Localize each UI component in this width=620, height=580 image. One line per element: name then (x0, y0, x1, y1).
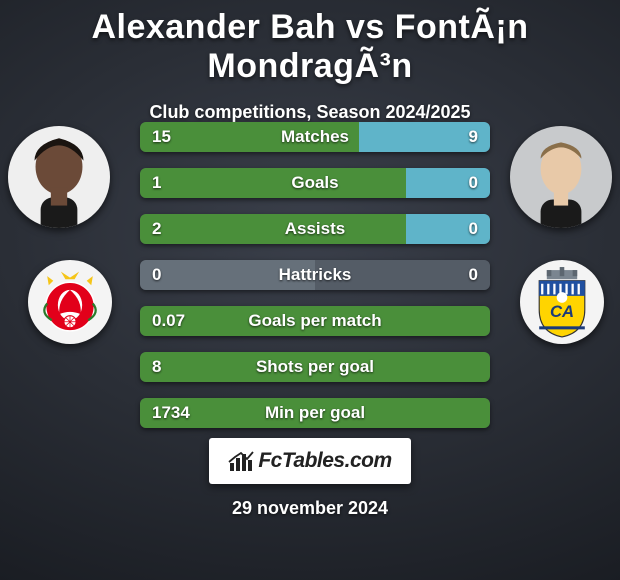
bar-label-center: Min per goal (140, 398, 490, 428)
arouca-crest-icon: CA (524, 264, 600, 340)
stats-bars: 159Matches 10Goals 20Assists 00Hattricks 0.0… (140, 122, 490, 444)
bar-label-center: Matches (140, 122, 490, 152)
bar-label-center: Goals (140, 168, 490, 198)
stat-bar-row: 00Hattricks (140, 260, 490, 290)
player1-silhouette-icon (8, 126, 110, 228)
stat-bar-row: 20Assists (140, 214, 490, 244)
stat-bar-row: 10Goals (140, 168, 490, 198)
stat-bar-row: 0.07Goals per match (140, 306, 490, 336)
club1-badge (28, 260, 112, 344)
player2-avatar (510, 126, 612, 228)
svg-text:CA: CA (550, 302, 574, 321)
bar-label-center: Goals per match (140, 306, 490, 336)
stat-bar-row: 8Shots per goal (140, 352, 490, 382)
fctables-logo: FcTables.com (209, 438, 411, 484)
bar-label-center: Hattricks (140, 260, 490, 290)
bar-label-center: Assists (140, 214, 490, 244)
benfica-crest-icon (32, 264, 108, 340)
date-text: 29 november 2024 (0, 498, 620, 519)
club2-badge: CA (520, 260, 604, 344)
page-title: Alexander Bah vs FontÃ¡n MondragÃ³n (0, 0, 620, 86)
stat-bar-row: 1734Min per goal (140, 398, 490, 428)
logo-text: FcTables.com (258, 449, 391, 473)
bar-label-center: Shots per goal (140, 352, 490, 382)
bar-chart-icon (228, 448, 254, 474)
player2-silhouette-icon (510, 126, 612, 228)
player1-avatar (8, 126, 110, 228)
stat-bar-row: 159Matches (140, 122, 490, 152)
subtitle: Club competitions, Season 2024/2025 (0, 102, 620, 123)
